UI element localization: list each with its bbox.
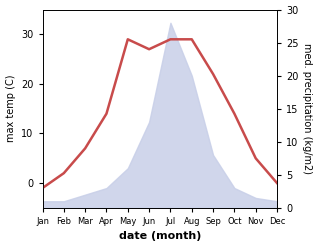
Y-axis label: med. precipitation (kg/m2): med. precipitation (kg/m2) [302,43,313,174]
X-axis label: date (month): date (month) [119,231,201,242]
Y-axis label: max temp (C): max temp (C) [5,75,16,143]
